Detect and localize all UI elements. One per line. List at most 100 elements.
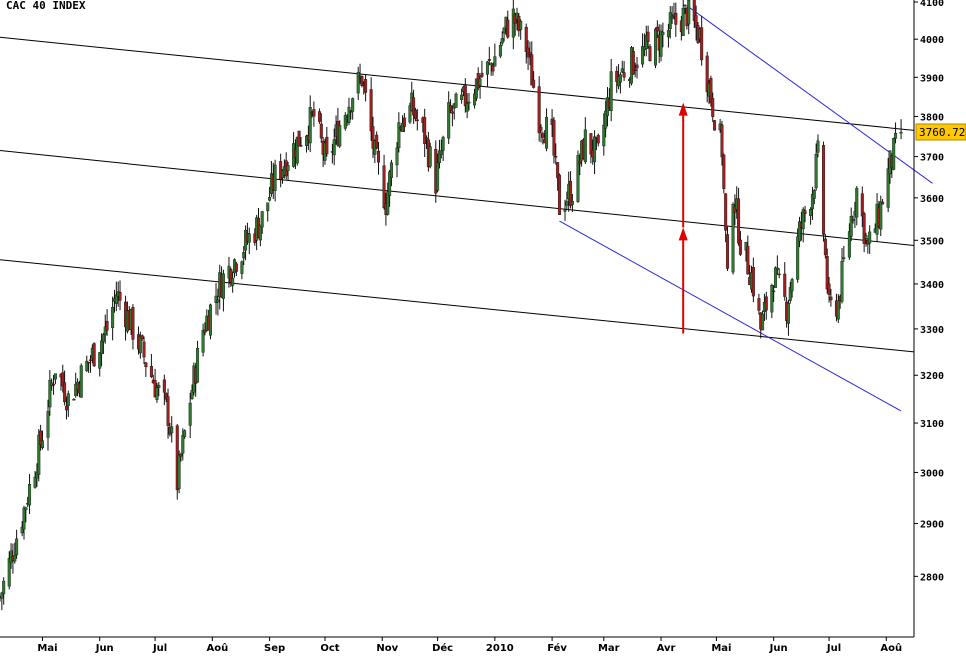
candle-body-down	[862, 213, 866, 244]
candle-body-up	[570, 201, 574, 205]
x-tick-label: Jun	[95, 643, 114, 654]
candle-body-up	[395, 147, 399, 166]
candle-body-down	[557, 174, 561, 215]
candle-body-up	[181, 435, 185, 454]
x-tick-label: Aoû	[206, 642, 228, 654]
candle-body-up	[814, 153, 818, 189]
candle-body-down	[694, 15, 698, 28]
candle-body-down	[738, 239, 742, 255]
candle-body-down	[631, 51, 635, 75]
candle-body-down	[724, 193, 728, 231]
trend-lines	[0, 5, 933, 412]
x-tick-label: Fév	[547, 642, 567, 654]
candle-body-down	[463, 85, 467, 107]
candle-body-up	[305, 135, 309, 146]
candle-body-up	[809, 209, 813, 216]
candle-body-down	[39, 430, 43, 445]
candle-body-up	[138, 336, 142, 354]
candle-body-down	[349, 110, 353, 113]
candle-body-up	[439, 150, 443, 155]
candle-body-up	[190, 390, 194, 399]
candle-body-up	[836, 300, 840, 320]
candle-body-up	[388, 171, 392, 196]
candle-body-down	[52, 383, 56, 386]
candle-body-down	[402, 117, 406, 127]
y-tick-label: 2900	[920, 519, 944, 530]
candle-body-up	[79, 365, 83, 398]
candle-body-down	[88, 359, 92, 361]
candle-body-down	[539, 127, 543, 131]
candle-body-up	[761, 313, 765, 331]
x-tick-label: Jul	[152, 643, 167, 654]
y-tick-label: 4100	[920, 0, 944, 9]
candle-body-up	[214, 295, 218, 303]
candle-body-up	[258, 224, 262, 241]
candle-body-up	[618, 74, 622, 83]
candle-body-up	[170, 426, 174, 434]
y-tick-label: 3800	[920, 112, 944, 123]
candle-body-down	[64, 405, 68, 411]
candle-body-down	[783, 273, 787, 297]
candle-body-up	[864, 234, 868, 239]
candle-body-down	[131, 307, 135, 340]
candle-body-up	[770, 285, 774, 313]
candle-body-up	[683, 4, 687, 7]
candle-body-down	[297, 130, 301, 147]
candle-body-down	[751, 267, 755, 297]
candle-body-up	[774, 267, 778, 288]
candle-body-down	[552, 120, 556, 156]
candle-body-down	[72, 399, 76, 401]
y-tick-label: 3000	[920, 468, 944, 479]
candle-body-up	[37, 434, 41, 475]
candle-body-up	[268, 197, 272, 201]
y-tick-label: 3200	[920, 371, 944, 382]
candle-body-down	[528, 52, 532, 55]
candle-body-up	[519, 21, 523, 30]
candle-body-down	[822, 145, 826, 235]
candle-body-down	[541, 133, 545, 138]
candle-body-up	[273, 164, 277, 191]
candle-body-down	[764, 296, 768, 311]
y-tick-label: 3700	[920, 153, 944, 164]
candle-body-up	[604, 110, 608, 129]
x-tick-label: Jul	[826, 643, 841, 654]
candle-body-down	[325, 136, 329, 155]
candle-body-down	[506, 19, 510, 38]
candle-body-down	[61, 372, 65, 387]
y-tick-label: 3600	[920, 194, 944, 205]
candle-body-down	[823, 238, 827, 256]
candle-body-down	[827, 283, 831, 295]
candle-body-down	[646, 31, 650, 42]
candle-body-up	[879, 201, 883, 230]
candle-body-up	[295, 136, 299, 164]
x-tick-label: Avr	[657, 643, 676, 654]
candle-body-up	[188, 402, 192, 426]
candle-body-up	[114, 294, 118, 304]
candle-body-up	[74, 383, 78, 396]
candle-body-down	[569, 180, 573, 206]
candle-body-up	[583, 129, 587, 163]
trend-line-upper-channel	[0, 36, 915, 131]
candle-body-up	[460, 94, 464, 100]
candle-body-up	[786, 303, 790, 324]
candle-body-down	[487, 59, 491, 61]
candle-body-up	[240, 261, 244, 274]
candle-body-down	[140, 335, 144, 340]
candle-body-down	[312, 109, 316, 117]
candle-body-up	[389, 162, 393, 178]
candle-body-down	[578, 161, 582, 165]
x-tick-label: 2010	[486, 643, 514, 654]
candle-body-up	[796, 236, 800, 280]
candle-body-down	[720, 124, 724, 158]
candle-body-up	[103, 326, 107, 335]
candle-body-down	[803, 210, 807, 214]
candle-body-down	[142, 341, 146, 358]
candlesticks	[0, 0, 903, 611]
candle-body-up	[101, 334, 105, 342]
candle-body-down	[881, 201, 885, 205]
candle-body-down	[829, 296, 833, 301]
candle-body-up	[849, 216, 853, 237]
candle-body-down	[364, 79, 368, 93]
candle-body-up	[266, 202, 270, 212]
